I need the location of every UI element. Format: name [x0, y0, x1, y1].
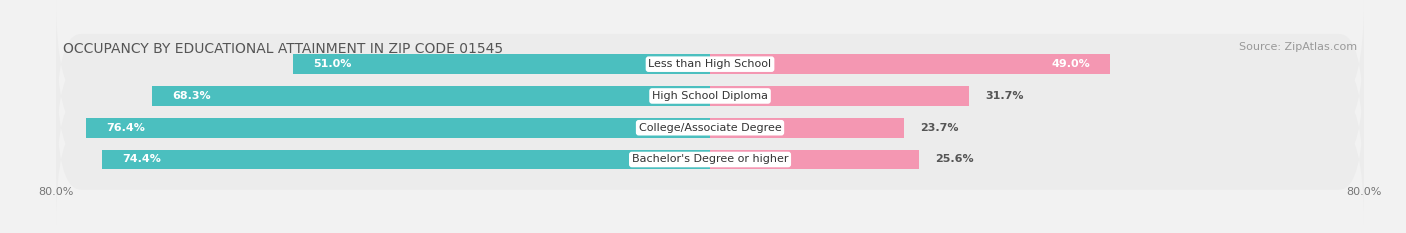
- Bar: [710, 54, 1111, 74]
- Text: Source: ZipAtlas.com: Source: ZipAtlas.com: [1239, 42, 1357, 52]
- Text: High School Diploma: High School Diploma: [652, 91, 768, 101]
- Text: Bachelor's Degree or higher: Bachelor's Degree or higher: [631, 154, 789, 164]
- Text: OCCUPANCY BY EDUCATIONAL ATTAINMENT IN ZIP CODE 01545: OCCUPANCY BY EDUCATIONAL ATTAINMENT IN Z…: [63, 42, 503, 56]
- FancyBboxPatch shape: [56, 94, 1364, 225]
- Text: College/Associate Degree: College/Associate Degree: [638, 123, 782, 133]
- Text: Less than High School: Less than High School: [648, 59, 772, 69]
- Text: 51.0%: 51.0%: [314, 59, 352, 69]
- Text: 49.0%: 49.0%: [1052, 59, 1090, 69]
- Text: 31.7%: 31.7%: [986, 91, 1024, 101]
- FancyBboxPatch shape: [56, 63, 1364, 193]
- Bar: [710, 118, 904, 137]
- Text: 25.6%: 25.6%: [935, 154, 974, 164]
- Text: 76.4%: 76.4%: [105, 123, 145, 133]
- Bar: [710, 150, 920, 169]
- FancyBboxPatch shape: [56, 31, 1364, 161]
- FancyBboxPatch shape: [56, 0, 1364, 129]
- Text: 23.7%: 23.7%: [920, 123, 959, 133]
- Text: 68.3%: 68.3%: [173, 91, 211, 101]
- Text: 74.4%: 74.4%: [122, 154, 162, 164]
- Legend: Owner-occupied, Renter-occupied: Owner-occupied, Renter-occupied: [591, 230, 830, 233]
- Bar: [294, 54, 710, 74]
- Bar: [152, 86, 710, 106]
- Bar: [86, 118, 710, 137]
- Bar: [103, 150, 710, 169]
- Bar: [710, 86, 969, 106]
